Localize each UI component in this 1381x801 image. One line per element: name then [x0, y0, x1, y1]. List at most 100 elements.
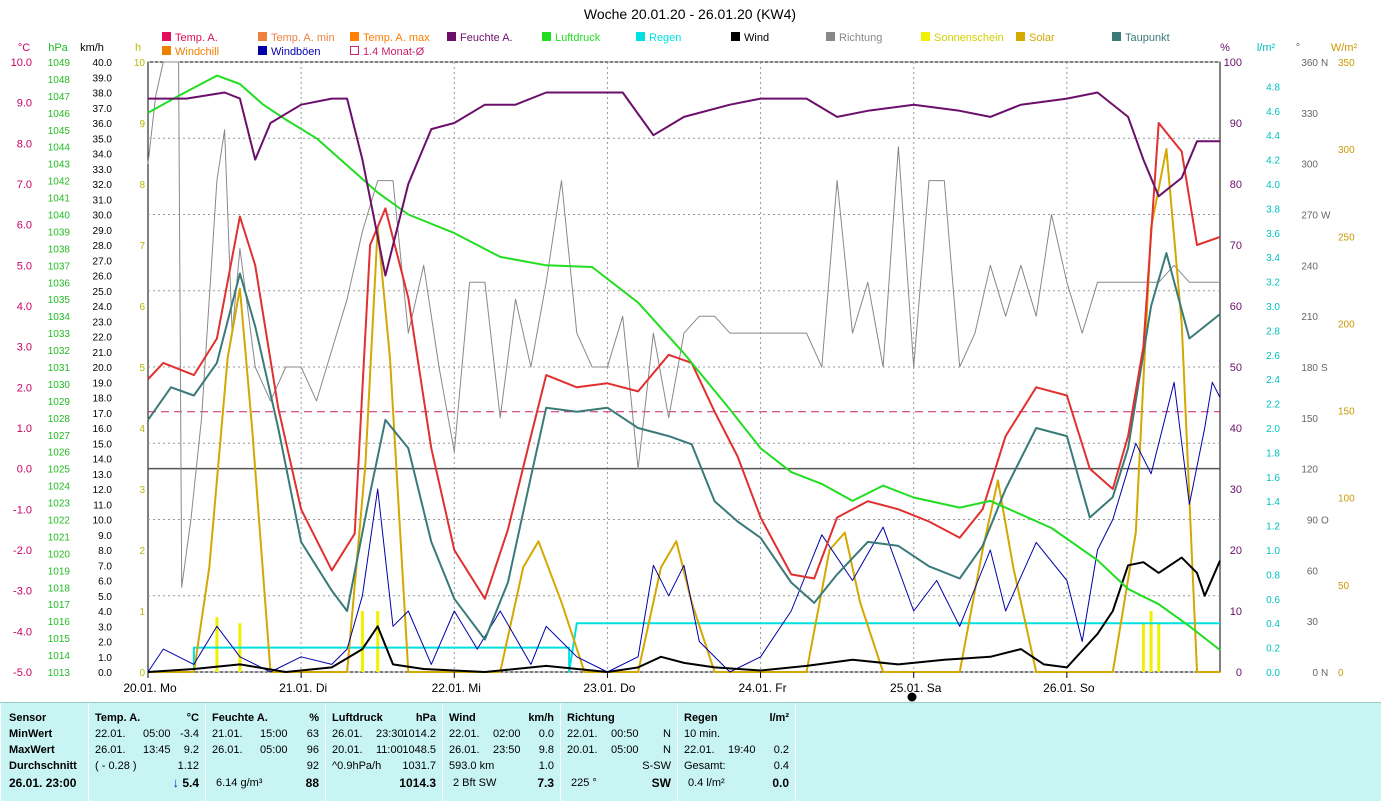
tick-label-sun: 1	[139, 607, 145, 618]
sunshine-bar	[360, 611, 364, 672]
tick-label-temp: -2.0	[13, 545, 32, 557]
legend-swatch	[542, 32, 551, 41]
tick-label-wind: 4.0	[98, 607, 112, 618]
legend-swatch	[921, 32, 930, 41]
tick-label-rain: 0.0	[1266, 668, 1280, 679]
tick-label-solar: 0	[1338, 668, 1344, 679]
wind-unit: km/h	[528, 712, 554, 724]
pressure-min-time: 23:30	[376, 728, 404, 740]
temp-min-date: 22.01.	[95, 728, 126, 740]
tick-label-wind: 27.0	[93, 256, 113, 267]
tick-label-wind: 6.0	[98, 577, 112, 588]
last-update: 26.01. 23:00	[9, 776, 77, 790]
legend-label: Regen	[649, 32, 681, 44]
tick-label-direction: 300	[1301, 160, 1318, 171]
tick-label-rain: 1.6	[1266, 473, 1280, 484]
temp-column: Temp. A. °C 22.01. 05:00 -3.4 26.01. 13:…	[88, 703, 205, 801]
tick-label-rain: 2.2	[1266, 400, 1280, 411]
tick-label-temp: 7.0	[17, 179, 32, 191]
legend-swatch	[1112, 32, 1121, 41]
tick-label-pressure: 1030	[48, 380, 71, 391]
tick-label-pressure: 1034	[48, 312, 71, 323]
tick-label-rain: 2.6	[1266, 351, 1280, 362]
series-layer	[147, 61, 1221, 673]
tick-label-compass: N	[1321, 668, 1328, 679]
tick-label-sun: 9	[139, 119, 145, 130]
tick-label-solar: 50	[1338, 581, 1350, 592]
tick-label-wind: 34.0	[93, 150, 113, 161]
legend-label: Luftdruck	[555, 32, 601, 44]
tick-label-pressure: 1033	[48, 329, 71, 340]
tick-label-rain: 3.0	[1266, 302, 1280, 313]
tick-label-compass: S	[1321, 363, 1328, 374]
tick-label-temp: 2.0	[17, 382, 32, 394]
tick-label-humidity: 50	[1230, 362, 1242, 374]
tick-label-humidity: 40	[1230, 423, 1242, 435]
tick-label-rain: 3.6	[1266, 229, 1280, 240]
legend-label: Windchill	[175, 46, 219, 58]
temp-max-time: 13:45	[143, 744, 171, 756]
tick-label-temp: -4.0	[13, 626, 32, 638]
tick-label-humidity: 20	[1230, 545, 1242, 557]
tick-label-wind: 10.0	[93, 516, 113, 527]
axes: -5.0 -4.0 -3.0 -2.0 -1.0 0.0 1.0 2.0 3.0 4.0 5.0 6.…	[11, 57, 1356, 679]
tick-label-wind: 17.0	[93, 409, 113, 420]
direction-degrees: 225 °	[571, 777, 597, 789]
x-tick-label: 21.01. Di	[279, 681, 327, 695]
wind-header: Wind	[449, 712, 476, 724]
legend-swatch	[447, 32, 456, 41]
tick-label-wind: 32.0	[93, 180, 113, 191]
tick-label-pressure: 1018	[48, 583, 71, 594]
tick-label-compass: N	[1321, 58, 1328, 69]
axis-unit: W/m²	[1331, 42, 1358, 54]
tick-label-direction: 0	[1312, 668, 1318, 679]
tick-label-wind: 1.0	[98, 653, 112, 664]
temp-trend-arrow: ↓	[172, 775, 180, 790]
rain-column: Regen l/m² 10 min. 22.01. 19:40 0.2 Gesa…	[677, 703, 795, 801]
legend-swatch	[731, 32, 740, 41]
tick-label-temp: 0.0	[17, 464, 32, 476]
direction-min-date: 22.01.	[567, 728, 598, 740]
series-windb-en	[147, 381, 1221, 673]
legend-label: Sonnenschein	[934, 32, 1004, 44]
legend-swatch	[258, 32, 267, 41]
tick-label-wind: 22.0	[93, 333, 113, 344]
tick-label-rain: 0.6	[1266, 595, 1280, 606]
tick-label-wind: 25.0	[93, 287, 113, 298]
max-label: MaxWert	[9, 744, 55, 756]
sunshine-bar	[1141, 623, 1145, 672]
tick-label-rain: 1.2	[1266, 522, 1280, 533]
tick-label-pressure: 1019	[48, 566, 71, 577]
tick-label-wind: 24.0	[93, 302, 113, 313]
tick-label-rain: 3.8	[1266, 204, 1280, 215]
tick-label-pressure: 1020	[48, 549, 71, 560]
pressure-min-value: 1014.2	[402, 728, 436, 740]
tick-label-pressure: 1036	[48, 278, 71, 289]
tick-label-humidity: 90	[1230, 118, 1242, 130]
tick-label-humidity: 70	[1230, 240, 1242, 252]
series-temp-a-	[147, 122, 1221, 600]
tick-label-compass: W	[1321, 211, 1331, 222]
tick-label-rain: 3.2	[1266, 278, 1280, 289]
wind-max-time: 23:50	[493, 744, 521, 756]
axis-unit: %	[1220, 42, 1230, 54]
wind-min-time: 02:00	[493, 728, 521, 740]
temp-min-time: 05:00	[143, 728, 171, 740]
tick-label-wind: 31.0	[93, 195, 113, 206]
legend-label: Taupunkt	[1125, 32, 1170, 44]
moon-phase-icon	[907, 692, 917, 702]
axis-units: °C hPa km/h h% l/m² ° W/m²	[18, 42, 1358, 54]
sunshine-bar	[215, 617, 219, 672]
tick-label-wind: 14.0	[93, 455, 113, 466]
tick-label-solar: 100	[1338, 494, 1355, 505]
tick-label-sun: 4	[139, 424, 145, 435]
tick-label-direction: 270	[1301, 211, 1318, 222]
tick-label-temp: 5.0	[17, 260, 32, 272]
tick-label-temp: -1.0	[13, 504, 32, 516]
tick-label-wind: 30.0	[93, 211, 113, 222]
temp-unit: °C	[186, 712, 199, 724]
tick-label-wind: 21.0	[93, 348, 113, 359]
tick-label-direction: 330	[1301, 109, 1318, 120]
pressure-column: Luftdruck hPa 26.01. 23:30 1014.2 20.01.…	[325, 703, 442, 801]
tick-label-pressure: 1015	[48, 634, 71, 645]
